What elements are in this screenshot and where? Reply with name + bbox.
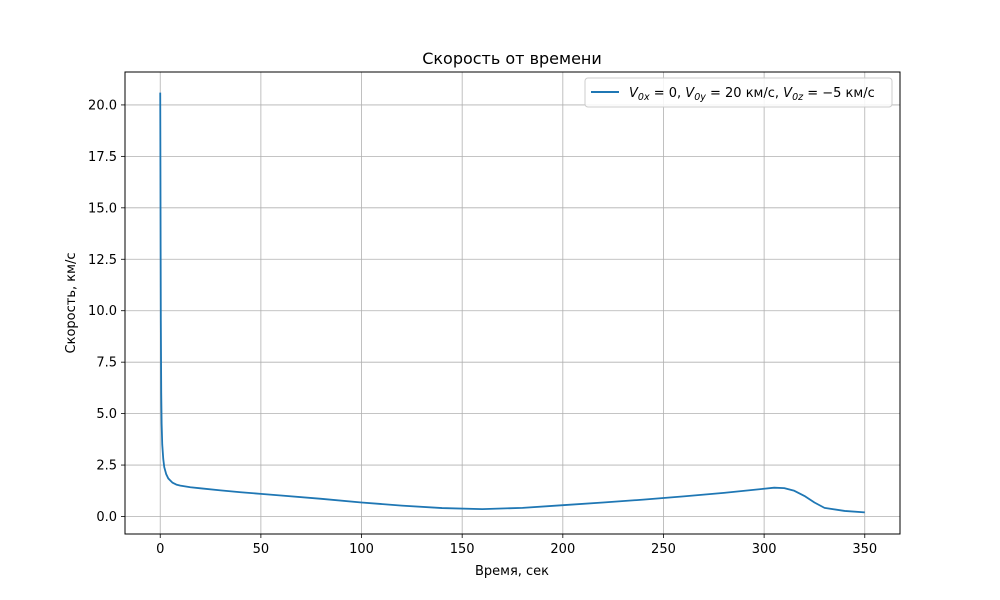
series-line-1 [159, 92, 865, 514]
chart-title: Скорость от времени [422, 49, 602, 68]
y-tick-label: 7.5 [96, 356, 117, 371]
legend-v0z-symbol: V [783, 86, 793, 101]
x-tick-label: 0 [156, 542, 164, 557]
grid [125, 72, 900, 534]
legend-v0z-subscript: 0z [792, 92, 804, 103]
x-tick-label: 250 [651, 542, 676, 557]
y-tick-label: 2.5 [96, 459, 117, 474]
y-tick-label: 15.0 [88, 201, 117, 216]
series-layer [159, 92, 865, 514]
x-tick-label: 100 [349, 542, 374, 557]
y-tick-label: 12.5 [88, 253, 117, 268]
x-tick-label: 300 [752, 542, 777, 557]
y-tick-label: 10.0 [88, 304, 117, 319]
x-tick-label: 350 [852, 542, 877, 557]
x-axis-label: Время, сек [475, 564, 549, 579]
plot-area [124, 71, 901, 535]
legend-label-series-1: V0x = 0, V0y = 20 км/с, V0z = −5 км/с [629, 86, 875, 103]
legend-v0z-value: = −5 км/с [803, 86, 875, 101]
y-tick-label: 17.5 [88, 150, 117, 165]
x-axis-ticks: 0 50 100 150 200 250 300 350 [156, 534, 877, 557]
y-tick-label: 0.0 [96, 510, 117, 525]
legend-v0x-symbol: V [629, 86, 639, 101]
y-axis-label: Скорость, км/с [64, 253, 79, 354]
legend: V0x = 0, V0y = 20 км/с, V0z = −5 км/с [584, 77, 893, 108]
y-axis-ticks: 0.0 2.5 5.0 7.5 10.0 12.5 15.0 17.5 20.0 [88, 98, 125, 525]
x-tick-label: 50 [253, 542, 270, 557]
legend-box [584, 77, 893, 108]
x-tick-label: 200 [550, 542, 575, 557]
legend-v0y-value: = 20 км/с, [706, 86, 783, 101]
y-tick-label: 20.0 [88, 98, 117, 113]
legend-v0y-subscript: 0y [694, 92, 706, 103]
legend-v0x-subscript: 0x [638, 92, 650, 103]
legend-v0y-symbol: V [685, 86, 695, 101]
legend-v0x-value: = 0, [650, 86, 686, 101]
x-tick-label: 150 [450, 542, 475, 557]
plot-frame [124, 71, 901, 535]
y-tick-label: 5.0 [96, 407, 117, 422]
